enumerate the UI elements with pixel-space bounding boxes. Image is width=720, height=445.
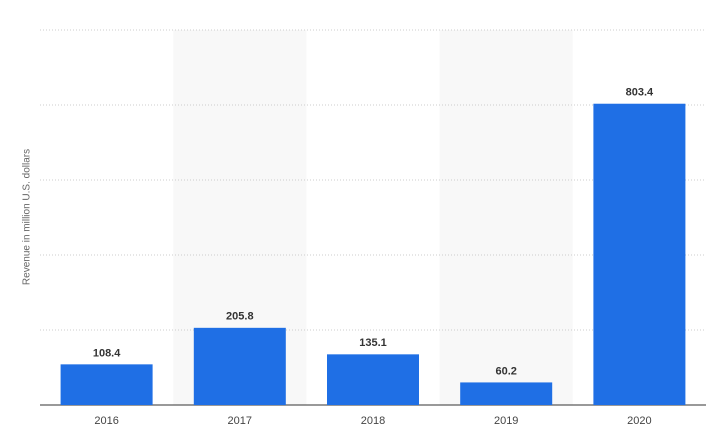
bar	[460, 382, 553, 405]
y-axis-label: Revenue in million U.S. dollars	[22, 149, 33, 285]
data-label: 108.4	[93, 347, 121, 359]
data-label: 135.1	[359, 337, 387, 349]
data-label: 803.4	[626, 87, 654, 99]
x-tick-label: 2018	[361, 415, 385, 427]
bar	[327, 354, 419, 405]
x-tick-label: 2016	[94, 415, 118, 427]
x-tick-label: 2020	[627, 415, 651, 427]
bar	[193, 327, 286, 405]
bar	[593, 103, 686, 405]
x-tick-label: 2019	[494, 415, 518, 427]
band-shade	[439, 30, 573, 405]
data-label: 60.2	[495, 365, 516, 377]
data-label: 205.8	[226, 311, 254, 323]
bar	[60, 364, 153, 405]
x-tick-label: 2017	[228, 415, 252, 427]
